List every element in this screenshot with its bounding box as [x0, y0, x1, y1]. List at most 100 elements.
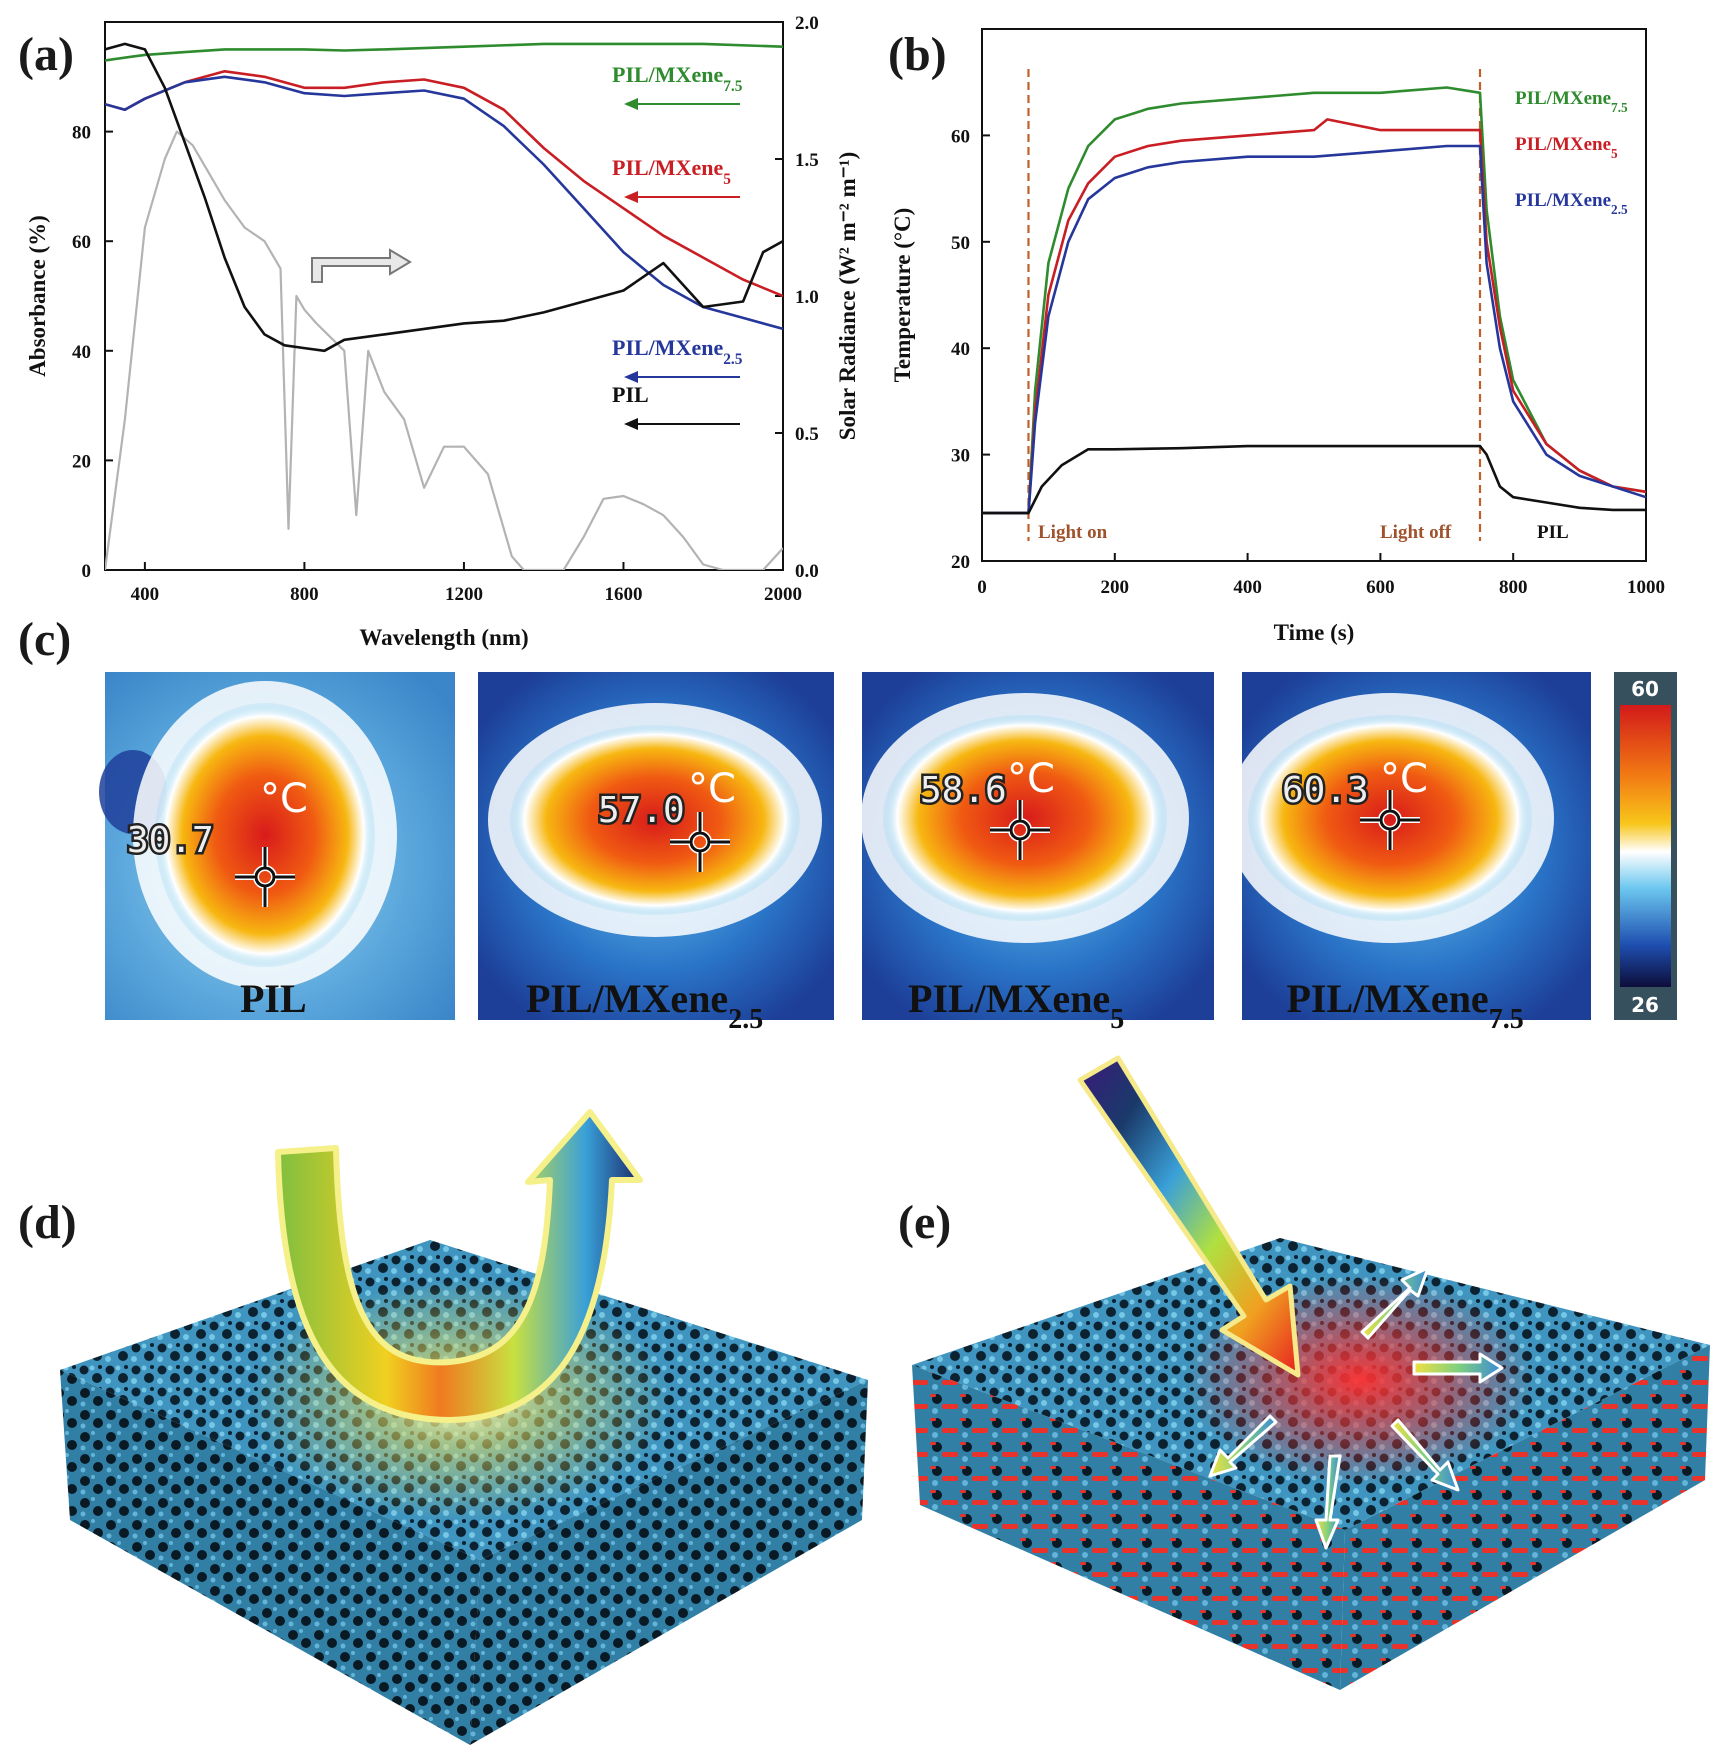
series-line-pil-mxene5	[105, 70, 783, 298]
colorbar: 60 26	[1614, 672, 1677, 1020]
crosshair-icon	[1360, 790, 1420, 850]
legend-label-a-3: PIL	[612, 382, 649, 407]
legend-label-a-2: PIL/MXene2.5	[612, 335, 743, 368]
legend-label-b-2: PIL/MXene2.5	[1515, 190, 1628, 217]
legend-label-a-3-text: PIL	[612, 382, 649, 407]
x-tick-label: 800	[290, 584, 319, 605]
schematic-d	[60, 1109, 868, 1745]
crosshair-icon	[990, 800, 1050, 860]
x-tick-label: 2000	[764, 584, 802, 605]
incident-light-arrow-icon	[1077, 1055, 1301, 1378]
x-tick-label: 1200	[445, 584, 483, 605]
hot-spot	[155, 703, 375, 967]
heat-spread-arrow-icon	[1412, 1352, 1504, 1384]
ir-sample-name-0: PIL	[240, 976, 307, 1021]
ir-sample-name-0-text: PIL	[240, 976, 307, 1021]
heat-spread-arrow-icon	[1314, 1454, 1342, 1550]
series-line-pil-mxene2-5	[105, 75, 783, 331]
ir-sample-name-3: PIL/MXene7.5	[1287, 976, 1524, 1035]
chart-a-xlabel: Wavelength (nm)	[359, 625, 528, 650]
ir-sample-name-3-text: PIL/MXene	[1287, 976, 1489, 1021]
series-line-pil-mxene7-5	[105, 42, 783, 62]
y-tick-label: 50	[951, 233, 970, 254]
panel-label-a: (a)	[18, 28, 74, 81]
y-tick-label: 80	[72, 123, 91, 144]
series-line-solar	[105, 130, 783, 570]
ir-temperature-readout: 30.7	[127, 820, 214, 861]
y-tick-label: 40	[951, 339, 970, 360]
legend-label-a-0-sub: 7.5	[723, 78, 743, 95]
legend-label-b-1: PIL/MXene5	[1515, 134, 1618, 161]
y-tick-label: 40	[72, 342, 91, 363]
panel-label-d: (d)	[18, 1196, 77, 1249]
heat-spread-arrow-icon	[1208, 1414, 1278, 1478]
legend-arrow-icon	[624, 371, 638, 383]
legend-label-b-0-text: PIL/MXene	[1515, 88, 1611, 109]
hot-spot	[510, 725, 800, 915]
legend-label-a-2-sub: 2.5	[723, 351, 743, 368]
light-off-annotation: Light off	[1380, 522, 1452, 543]
y2-tick-label: 0.0	[795, 561, 819, 582]
crosshair-icon	[670, 812, 730, 872]
chart-a-ylabel: Absorbance (%)	[25, 215, 50, 377]
porous-slab-right	[470, 1380, 868, 1745]
y-tick-label: 60	[72, 232, 91, 253]
y-tick-label: 60	[951, 126, 970, 147]
series-line-pil	[982, 444, 1646, 515]
legend-label-b-1-text: PIL/MXene	[1515, 134, 1611, 155]
series-line-pil-mxene5	[982, 118, 1646, 515]
y-tick-label: 0	[82, 561, 92, 582]
ir-temperature-unit: °C	[260, 776, 308, 822]
ir-sample-name-1: PIL/MXene2.5	[526, 976, 763, 1035]
legend-label-b-1-sub: 5	[1611, 146, 1618, 161]
chart-a: 400 800 1200 1600 2000 0 20 40 60 80 0.0 0.5 1.0 1.5 2…	[25, 13, 860, 650]
ir-image-3: 60.3 °C PIL/MXene7.5	[1226, 672, 1591, 1035]
porous-slab-left	[60, 1370, 480, 1745]
ir-temperature-readout: 57.0	[598, 790, 685, 831]
series-line-pil-mxene7-5	[982, 86, 1646, 515]
panel-label-b: (b)	[888, 28, 947, 81]
legend-label-b-0: PIL/MXene7.5	[1515, 88, 1628, 115]
reflected-light-arrow-icon	[275, 1109, 643, 1423]
chart-b-frame	[981, 28, 1647, 562]
schematic-e	[912, 1055, 1710, 1690]
x-tick-label: 0	[977, 577, 987, 598]
ir-temperature-readout: 58.6	[920, 770, 1007, 811]
legend-label-a-2-text: PIL/MXene	[612, 335, 723, 360]
composite-slab-left	[912, 1365, 1345, 1690]
legend-arrow-icon	[624, 98, 638, 110]
y2-tick-label: 2.0	[795, 13, 819, 34]
chart-b-xlabel: Time (s)	[1274, 620, 1355, 645]
hot-spot	[883, 715, 1167, 921]
heat-spread-arrow-icon	[1360, 1266, 1430, 1340]
legend-label-a-0-text: PIL/MXene	[612, 62, 723, 87]
colorbar-min: 26	[1631, 993, 1659, 1017]
composite-slab-right	[1340, 1345, 1710, 1690]
hot-spot	[1248, 715, 1532, 921]
legend-label-a-1-sub: 5	[723, 171, 731, 188]
ir-image-0: 30.7 °C PIL	[99, 672, 455, 1021]
light-on-annotation: Light on	[1038, 522, 1108, 543]
chart-a-y2label: Solar Radiance (W² m⁻² m⁻¹)	[835, 152, 860, 441]
ir-sample-name-2-sub: 5	[1110, 1004, 1124, 1035]
x-tick-label: 200	[1101, 577, 1130, 598]
ir-sample-name-1-text: PIL/MXene	[526, 976, 728, 1021]
ir-temperature-unit: °C	[1007, 756, 1055, 802]
legend-label-b-0-sub: 7.5	[1611, 100, 1628, 115]
panel-label-e: (e)	[898, 1196, 951, 1249]
y-tick-label: 30	[951, 446, 970, 467]
y-tick-label: 20	[951, 552, 970, 573]
ir-image-2: 58.6 °C PIL/MXene5	[861, 672, 1214, 1035]
legend-arrow-icon	[624, 418, 638, 430]
ir-sample-name-2-text: PIL/MXene	[908, 976, 1110, 1021]
legend-label-a-1-text: PIL/MXene	[612, 155, 723, 180]
legend-arrow-icon	[624, 191, 638, 203]
x-tick-label: 400	[1233, 577, 1262, 598]
colorbar-gradient	[1620, 705, 1671, 987]
y2-tick-label: 1.0	[795, 287, 819, 308]
legend-label-b-3-text: PIL	[1537, 522, 1569, 543]
crosshair-icon	[235, 847, 295, 907]
ir-temperature-readout: 60.3	[1282, 770, 1369, 811]
